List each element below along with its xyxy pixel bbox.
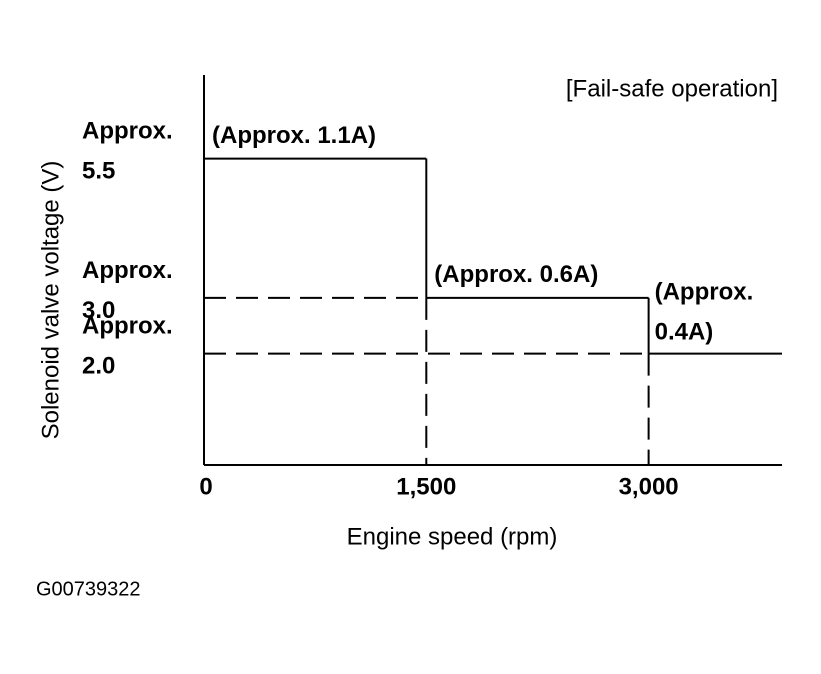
annotation: (Approx. 0.6A) bbox=[434, 261, 598, 288]
y-tick-label: Approx. 3.0 bbox=[82, 257, 173, 324]
chart-title: [Fail-safe operation] bbox=[566, 75, 778, 102]
y-tick-label: Approx. 5.5 bbox=[82, 118, 173, 185]
figure-id: G00739322 bbox=[36, 578, 141, 600]
x-tick-label: 1,500 bbox=[396, 473, 456, 500]
y-axis-label: Solenoid valve voltage (V) bbox=[37, 161, 64, 440]
annotation: (Approx. 1.1A) bbox=[212, 122, 376, 149]
x-tick-label: 3,000 bbox=[619, 473, 679, 500]
x-tick-label: 0 bbox=[199, 473, 212, 500]
y-tick-label: Approx. 2.0 bbox=[82, 313, 173, 380]
annotation: (Approx. 0.4A) bbox=[655, 279, 754, 346]
x-axis-label: Engine speed (rpm) bbox=[347, 523, 558, 550]
